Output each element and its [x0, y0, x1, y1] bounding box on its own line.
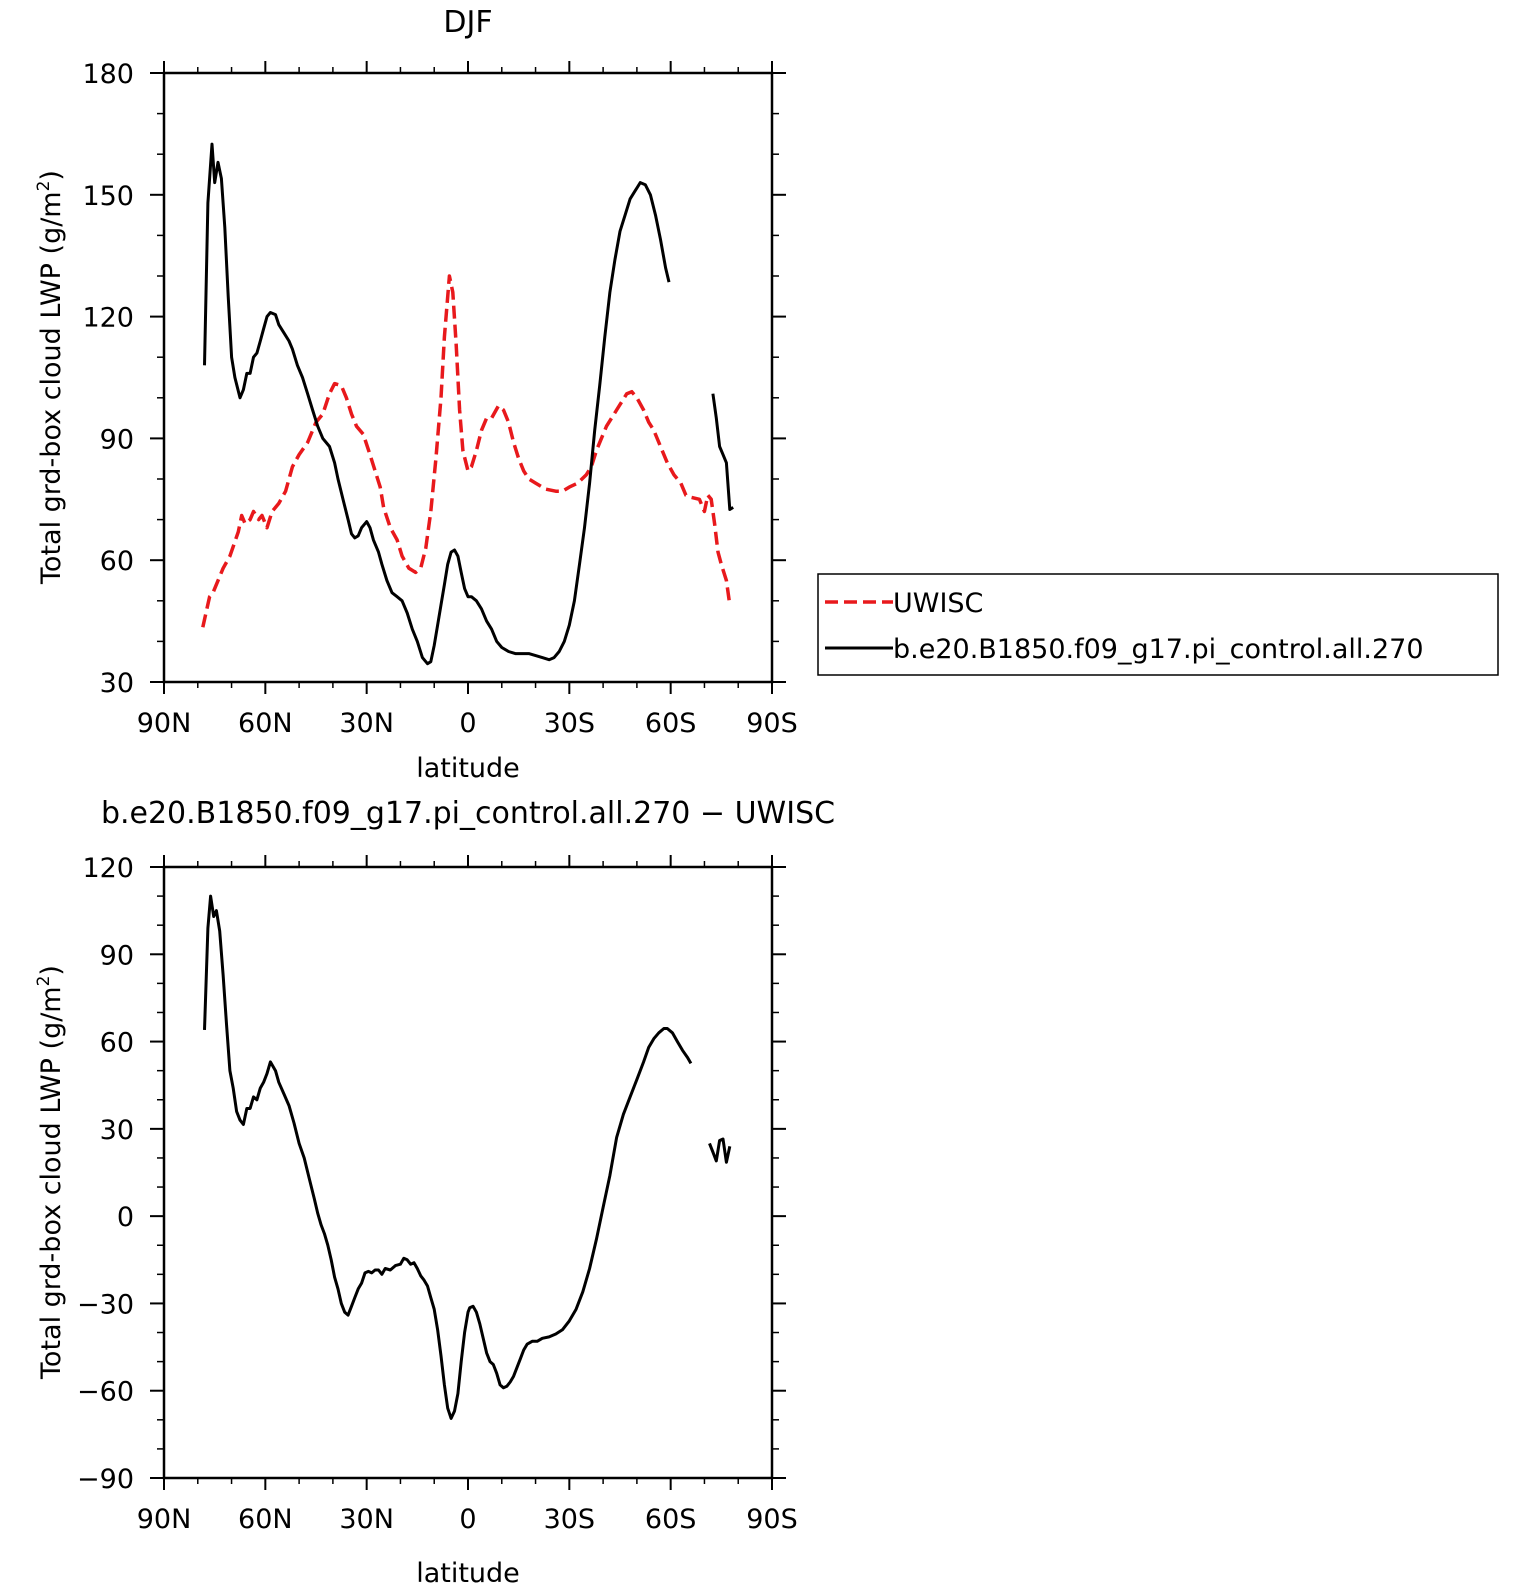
x-tick-label: 30N	[339, 1504, 394, 1535]
series-line-b-e20-b1850-f09-g17-pi-control-all-270	[203, 142, 671, 666]
legend-label-uwisc: UWISC	[893, 588, 983, 619]
legend: UWISC b.e20.B1850.f09_g17.pi_control.all…	[817, 573, 1499, 676]
legend-label-model: b.e20.B1850.f09_g17.pi_control.all.270	[893, 634, 1424, 665]
x-tick-label: 60S	[645, 708, 697, 739]
y-tick-label: 150	[82, 181, 134, 212]
x-tick-label: 0	[459, 708, 476, 739]
x-tick-label: 30N	[339, 708, 394, 739]
y-tick-label: 90	[100, 424, 134, 455]
ticks-top: 90N 60N 30N 0 30S 60S 90S 30 60 90 120 150 180	[82, 59, 797, 739]
x-tick-label: 90N	[137, 1504, 192, 1535]
series-line-difference-segment-1	[708, 1137, 732, 1164]
x-tick-label: 30S	[544, 1504, 596, 1535]
chart-panel-top: DJF 90N 60N 30N 0 30S 60S 90S 30 60 90 120 150 180 l…	[34, 5, 1499, 784]
x-tick-label: 90S	[746, 708, 798, 739]
y-tick-label: 90	[100, 940, 134, 971]
y-tick-label: 0	[117, 1202, 134, 1233]
x-tick-label: 90N	[137, 708, 192, 739]
chart-panel-bottom: b.e20.B1850.f09_g17.pi_control.all.270 −…	[34, 796, 835, 1589]
series-line-uwisc	[201, 274, 732, 628]
x-tick-label: 0	[459, 1504, 476, 1535]
y-axis-label-bottom: Total grd-box cloud LWP (g/m2)	[34, 965, 67, 1380]
series-group-top	[201, 142, 734, 666]
ticks-bottom: 90N 60N 30N 0 30S 60S 90S −90 −60 −30 0 30 60 90 120	[77, 853, 798, 1535]
x-tick-label: 60N	[238, 1504, 293, 1535]
y-tick-label: 30	[100, 1115, 134, 1146]
series-line-difference	[203, 894, 693, 1420]
x-tick-label: 60N	[238, 708, 293, 739]
x-axis-label-bottom: latitude	[416, 1558, 520, 1589]
series-group-bottom	[203, 894, 732, 1420]
chart-title-bottom: b.e20.B1850.f09_g17.pi_control.all.270 −…	[101, 796, 835, 831]
y-tick-label: 120	[82, 853, 134, 884]
y-tick-label: 60	[100, 546, 134, 577]
plot-area-top: 90N 60N 30N 0 30S 60S 90S 30 60 90 120 150 180	[82, 59, 797, 739]
chart-title-top: DJF	[443, 5, 492, 40]
y-tick-label: 30	[100, 668, 134, 699]
x-tick-label: 30S	[544, 708, 596, 739]
y-axis-label-top: Total grd-box cloud LWP (g/m2)	[34, 170, 67, 585]
y-tick-label: −30	[77, 1289, 134, 1320]
y-tick-label: 180	[82, 59, 134, 90]
plot-frame-bottom	[162, 865, 774, 1480]
x-axis-label-top: latitude	[416, 753, 520, 784]
plot-area-bottom: 90N 60N 30N 0 30S 60S 90S −90 −60 −30 0 30 60 90 120	[77, 853, 798, 1535]
legend-frame	[817, 573, 1499, 676]
y-tick-label: 120	[82, 303, 134, 334]
x-tick-label: 60S	[645, 1504, 697, 1535]
y-tick-label: −60	[77, 1377, 134, 1408]
y-tick-label: 60	[100, 1028, 134, 1059]
y-tick-label: −90	[77, 1464, 134, 1495]
x-tick-label: 90S	[746, 1504, 798, 1535]
series-line-b-e20-b1850-f09-g17-pi-control-all-270-segment-1	[711, 393, 734, 511]
plot-frame-top	[162, 71, 774, 684]
